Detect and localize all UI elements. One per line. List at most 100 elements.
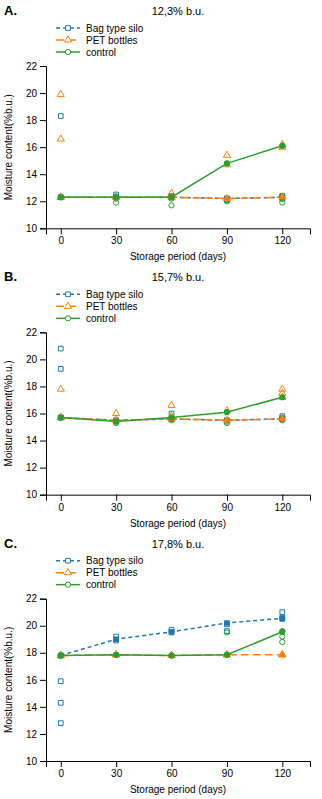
replicate-point: [224, 652, 229, 657]
x-tick: 90: [222, 228, 234, 246]
legend: Bag type siloPET bottlescontrol: [56, 289, 144, 324]
y-tick: 20: [26, 620, 46, 631]
legend-item: PET bottles: [56, 301, 138, 312]
series-marker: [279, 394, 285, 400]
x-tick-mark: [172, 761, 173, 767]
y-tick-label: 16: [26, 408, 38, 419]
y-tick-label: 20: [26, 88, 38, 99]
y-tick: 14: [26, 702, 46, 713]
y-tick-mark: [40, 120, 46, 121]
x-tick-mark: [282, 761, 283, 767]
replicate-point: [114, 200, 119, 205]
y-tick: 14: [26, 435, 46, 446]
y-tick: 10: [26, 223, 46, 234]
replicate-point: [169, 203, 174, 208]
series-marker: [57, 192, 65, 199]
legend-swatch-marker: [66, 558, 71, 563]
plot-area: 030609012010121416182022Storage period (…: [3, 327, 311, 529]
y-tick-mark: [40, 495, 46, 496]
replicate-point: [58, 721, 63, 726]
y-tick-mark: [40, 414, 46, 415]
legend-swatch-marker: [64, 36, 71, 42]
y-tick-mark: [40, 332, 46, 333]
series-marker: [279, 629, 285, 635]
legend: Bag type siloPET bottlescontrol: [56, 23, 144, 58]
x-tick-label: 30: [111, 235, 123, 246]
series-marker: [224, 409, 230, 415]
y-tick-mark: [40, 680, 46, 681]
series-marker: [224, 652, 230, 658]
y-tick-label: 22: [26, 593, 38, 604]
y-tick: 14: [26, 169, 46, 180]
x-tick-label: 0: [58, 768, 64, 779]
y-tick-mark: [40, 66, 46, 67]
legend-swatch-marker: [66, 292, 71, 297]
replicate-point: [223, 161, 230, 167]
y-axis: 10121416182022: [26, 593, 47, 766]
series-marker: [168, 414, 174, 420]
y-tick: 18: [26, 381, 46, 392]
replicate-point: [58, 653, 63, 658]
y-tick-mark: [40, 359, 46, 360]
x-tick-mark: [227, 495, 228, 501]
legend-swatch-marker: [65, 49, 70, 54]
x-axis-title: Storage period (days): [130, 251, 226, 262]
series-line: [61, 618, 283, 655]
legend-swatch-marker: [65, 316, 70, 321]
y-tick-label: 10: [26, 756, 38, 767]
replicate-point: [279, 651, 286, 657]
y-tick: 16: [26, 675, 46, 686]
replicate-point: [280, 639, 285, 644]
y-tick: 12: [26, 196, 46, 207]
x-tick: 0: [58, 228, 64, 246]
x-tick: 90: [222, 495, 234, 513]
replicate-point: [58, 653, 63, 658]
panel: B.15,7% b.u.030609012010121416182022Stor…: [3, 269, 311, 528]
series-marker: [223, 415, 231, 422]
series-marker: [58, 194, 64, 200]
series-marker: [224, 620, 229, 625]
y-tick-mark: [40, 201, 46, 202]
series-marker: [278, 650, 286, 657]
y-tick-mark: [40, 441, 46, 442]
x-tick-label: 30: [111, 502, 123, 513]
x-tick-label: 30: [111, 768, 123, 779]
x-tick: 30: [111, 761, 123, 779]
panel-label: B.: [4, 269, 17, 284]
legend-item: control: [56, 313, 116, 324]
x-tick-label: 90: [222, 768, 234, 779]
legend-item: PET bottles: [56, 567, 138, 578]
y-tick-label: 12: [26, 462, 38, 473]
series-marker: [167, 651, 175, 658]
x-tick-mark: [172, 495, 173, 501]
replicate-point: [57, 135, 64, 141]
series-marker: [223, 194, 231, 201]
y-tick: 10: [26, 756, 46, 767]
y-tick-mark: [40, 707, 46, 708]
legend-label: control: [86, 579, 116, 590]
replicate-point: [57, 90, 64, 96]
y-tick: 22: [26, 61, 46, 72]
y-tick-label: 22: [26, 327, 38, 338]
x-axis-line: [47, 229, 311, 235]
x-tick: 120: [274, 228, 291, 246]
series-marker: [57, 413, 65, 420]
replicate-point: [223, 151, 230, 157]
series-marker: [113, 194, 118, 199]
x-tick: 120: [274, 495, 291, 513]
x-tick: 30: [111, 228, 123, 246]
panel: C.17,8% b.u.030609012010121416182022Stor…: [3, 536, 311, 795]
replicate-point: [58, 346, 63, 351]
y-axis: 10121416182022: [26, 61, 47, 234]
replicate-point: [168, 401, 175, 407]
x-tick-mark: [61, 228, 62, 234]
y-tick-mark: [40, 386, 46, 387]
series-marker: [58, 194, 63, 199]
replicate-point: [280, 610, 285, 615]
legend-item: Bag type silo: [56, 289, 144, 300]
y-axis-line: [40, 599, 47, 761]
x-tick: 0: [58, 495, 64, 513]
y-tick-mark: [40, 599, 46, 600]
series-marker: [280, 616, 285, 621]
x-tick-label: 0: [58, 235, 64, 246]
